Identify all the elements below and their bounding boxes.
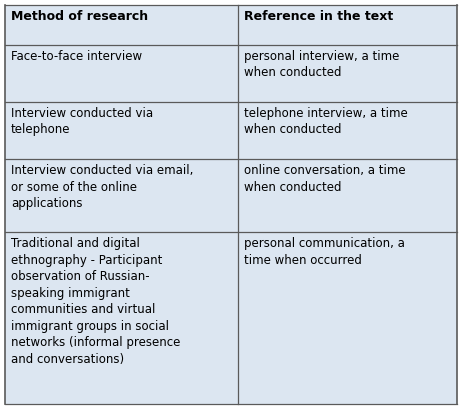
Text: personal communication, a
time when occurred: personal communication, a time when occu…: [244, 237, 405, 267]
Text: Face-to-face interview: Face-to-face interview: [11, 49, 142, 63]
Bar: [238, 159, 457, 232]
Bar: [238, 5, 457, 45]
Bar: [5, 45, 238, 102]
Bar: [5, 102, 238, 159]
Text: Method of research: Method of research: [11, 10, 148, 23]
Text: telephone interview, a time
when conducted: telephone interview, a time when conduct…: [244, 107, 407, 136]
Text: Interview conducted via email,
or some of the online
applications: Interview conducted via email, or some o…: [11, 164, 194, 210]
Text: Traditional and digital
ethnography - Participant
observation of Russian-
speaki: Traditional and digital ethnography - Pa…: [11, 237, 180, 366]
Bar: [238, 232, 457, 404]
Text: personal interview, a time
when conducted: personal interview, a time when conducte…: [244, 49, 399, 79]
Bar: [238, 45, 457, 102]
Text: Reference in the text: Reference in the text: [244, 10, 393, 23]
Bar: [238, 102, 457, 159]
Bar: [5, 159, 238, 232]
Bar: [5, 5, 238, 45]
Text: Interview conducted via
telephone: Interview conducted via telephone: [11, 107, 153, 136]
Bar: [5, 232, 238, 404]
Text: online conversation, a time
when conducted: online conversation, a time when conduct…: [244, 164, 406, 194]
